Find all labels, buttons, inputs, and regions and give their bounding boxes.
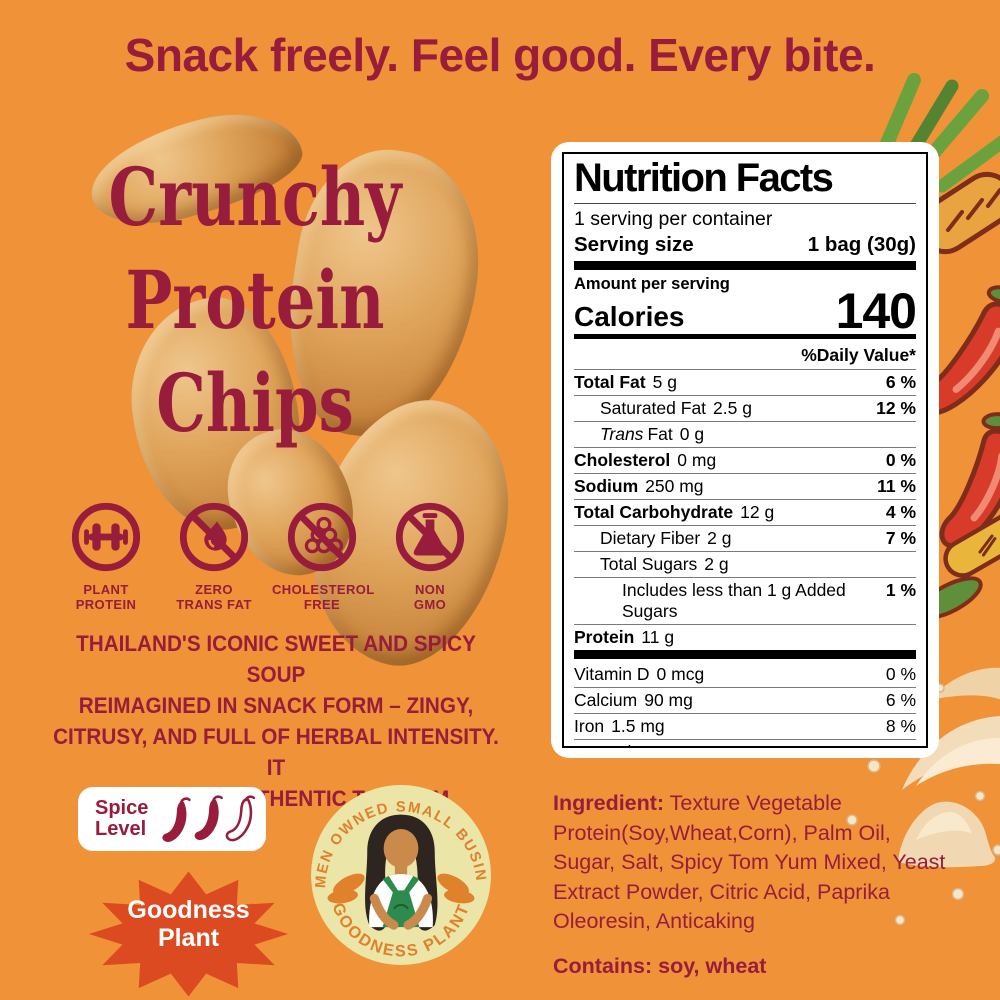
- spice-level-box: Spice Level: [78, 787, 266, 851]
- thick-bar: [574, 649, 916, 659]
- divider: [574, 203, 916, 204]
- chili-icon-filled: [194, 794, 224, 843]
- feature-non-gmo: NON GMO: [380, 500, 480, 612]
- brand-logo-text: Goodness Plant: [127, 896, 250, 952]
- no-gmo-flask-icon: [395, 502, 465, 572]
- medium-bar: [574, 334, 916, 339]
- calories-label: Calories: [574, 301, 685, 332]
- ingredients-section: Ingredient: Texture Vegetable Protein(So…: [553, 789, 957, 981]
- ingredient-label: Ingredient:: [553, 791, 665, 815]
- feature-zero-trans-fat: ZERO TRANS FAT: [164, 500, 264, 612]
- no-cholesterol-molecules-icon: [287, 502, 357, 572]
- feature-label: PLANT PROTEIN: [75, 582, 137, 612]
- nutrient-row-calcium: Calcium 90 mg 6 %: [574, 686, 916, 713]
- thick-bar: [574, 261, 916, 270]
- seasoning-powder: [898, 801, 996, 868]
- feature-cholesterol-free: CHOLESTEROL FREE: [272, 500, 375, 612]
- product-title: Crunchy Protein Chips: [108, 150, 402, 450]
- no-trans-fat-droplet-icon: [179, 502, 249, 572]
- nutrient-row-potassium: Potassium105 mg 2 %: [574, 738, 916, 746]
- garlic-slices: [902, 667, 1000, 790]
- nutrient-row-trans-fat: Trans Fat 0 g: [574, 420, 916, 447]
- dumbbell-icon: [71, 502, 141, 572]
- nutrient-row-saturated-fat: Saturated Fat 2.5 g 12 %: [574, 394, 916, 421]
- contains-text: Contains: soy, wheat: [553, 953, 767, 978]
- women-owned-badge: WOMEN OWNED SMALL BUSINESS • GOODNESS PL…: [302, 772, 492, 966]
- serving-size-label: Serving size: [574, 233, 694, 256]
- feature-badges-row: PLANT PROTEIN ZERO TRANS FAT CHOLES: [56, 500, 480, 612]
- daily-value-header: %Daily Value*: [801, 344, 916, 365]
- chili-peppers: [917, 285, 1000, 620]
- chili-icon-filled: [162, 796, 192, 845]
- ingredient-text: Ingredient: Texture Vegetable Protein(So…: [553, 791, 946, 933]
- nutrient-row-dietary-fiber: Dietary Fiber 2 g 7 %: [574, 524, 916, 551]
- nutrition-facts-label: Nutrition Facts 1 serving per container …: [551, 142, 939, 758]
- ginger-slice: [943, 512, 1000, 578]
- nutrient-row-iron: Iron 1.5 mg 8 %: [574, 712, 916, 739]
- serving-size-value: 1 bag (30g): [807, 233, 916, 256]
- nutrient-row-total-fat: Total Fat 5 g 6 %: [574, 368, 916, 395]
- feature-label: ZERO TRANS FAT: [176, 582, 252, 612]
- nutrient-row-added-sugars: Includes less than 1 g Added Sugars 1 %: [574, 576, 916, 624]
- nutrient-row-sodium: Sodium 250 mg 11 %: [574, 472, 916, 499]
- feature-label: CHOLESTEROL FREE: [272, 582, 375, 612]
- feature-plant-protein: PLANT PROTEIN: [56, 500, 156, 612]
- spice-level-label: Spice Level: [95, 797, 149, 840]
- servings-per-container: 1 serving per container: [574, 208, 773, 230]
- calories-value: 140: [835, 283, 917, 339]
- feature-label: NON GMO: [413, 582, 447, 612]
- chili-rating-icons: [162, 794, 256, 845]
- chili-icon-outline: [225, 794, 256, 844]
- nutrient-row-total-sugars: Total Sugars 2 g: [574, 550, 916, 577]
- nutrient-row-cholesterol: Cholesterol 0 mg 0 %: [574, 446, 916, 473]
- nutrient-row-protein: Protein 11 g: [574, 623, 916, 650]
- starburst-shape: [88, 871, 289, 997]
- brand-starburst-logo: Goodness Plant: [86, 870, 291, 998]
- badge-woman-illustration: [327, 814, 475, 931]
- headline: Snack freely. Feel good. Every bite.: [124, 29, 876, 81]
- amount-per-serving: Amount per serving: [574, 275, 730, 293]
- nutrition-title: Nutrition Facts: [574, 156, 834, 200]
- product-description: THAILAND'S ICONIC SWEET AND SPICY SOUP R…: [53, 631, 499, 811]
- serving-size-row: Serving size 1 bag (30g): [574, 232, 916, 261]
- calories-row: Calories 140: [574, 283, 917, 339]
- nutrient-row-total-carbohydrate: Total Carbohydrate 12 g 4 %: [574, 498, 916, 525]
